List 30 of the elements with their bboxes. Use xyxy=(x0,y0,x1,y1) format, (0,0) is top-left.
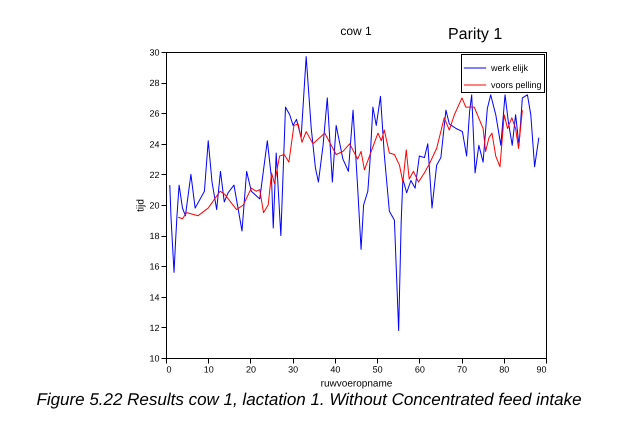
y-tick-label: 26 xyxy=(149,108,160,119)
x-tick-label: 60 xyxy=(414,364,425,374)
y-tick-label: 22 xyxy=(149,170,160,180)
text: Parity 1 xyxy=(448,26,502,44)
line-series xyxy=(169,56,540,331)
line-series xyxy=(178,97,523,220)
x-tick-label: 80 xyxy=(499,364,510,374)
y-tick-label: 28 xyxy=(149,78,160,88)
y-tick-label: 30 xyxy=(149,48,160,58)
y-tick-label: 10 xyxy=(149,354,160,364)
x-tick-label: 20 xyxy=(246,364,256,374)
y-tick-label: 16 xyxy=(149,262,160,272)
y-tick-label: 18 xyxy=(149,231,160,242)
y-tick-label: 14 xyxy=(149,292,160,302)
caption: Figure 5.22 Results cow 1, lactation 1. Without Concentrated feed intake xyxy=(35,390,583,410)
x-tick-label: 70 xyxy=(457,364,468,374)
legend-label: werk elijk xyxy=(490,63,529,73)
x-tick-label: 50 xyxy=(372,364,383,374)
x-tick-label: 90 xyxy=(536,364,546,374)
x-tick-label: 40 xyxy=(330,364,340,374)
x-tick-label: 30 xyxy=(288,364,298,374)
y-axis-title: tijd xyxy=(135,199,146,212)
y-tick-label: 24 xyxy=(149,139,160,150)
legend-label: voors pelling xyxy=(491,80,542,90)
y-tick-label: 12 xyxy=(149,322,160,333)
chart-title: cow 1 xyxy=(340,24,372,38)
x-axis-title: ruwvoeropname xyxy=(320,378,393,390)
x-tick-label: 0 xyxy=(166,364,172,374)
x-tick-label: 10 xyxy=(204,364,214,374)
y-tick-label: 20 xyxy=(149,200,160,210)
